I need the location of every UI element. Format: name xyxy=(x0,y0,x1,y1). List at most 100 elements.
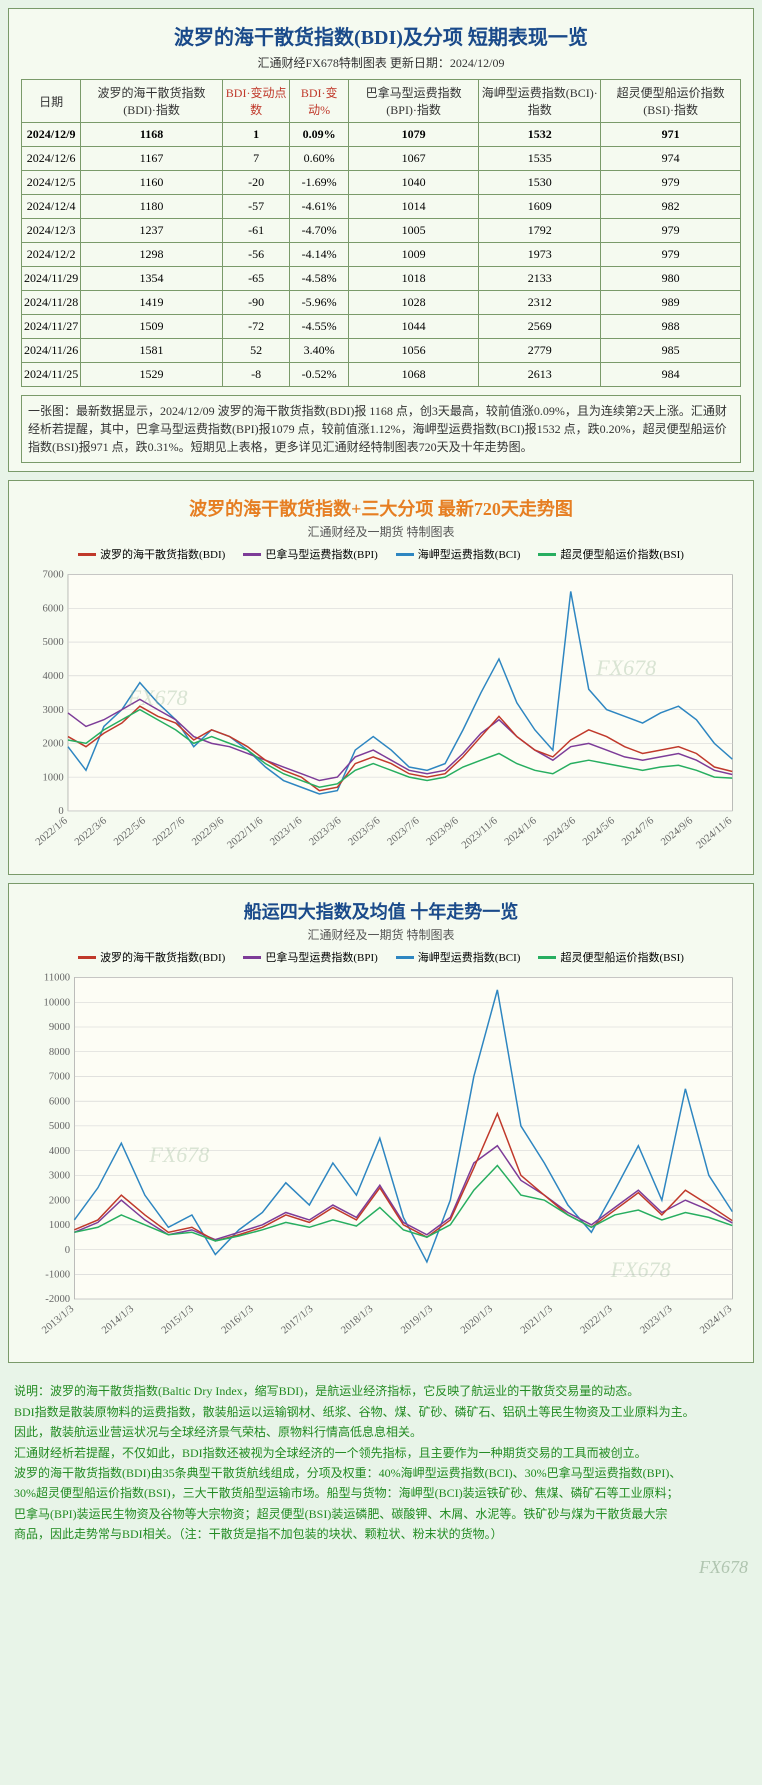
table-cell: 1005 xyxy=(349,219,479,243)
table-row: 2024/11/261581523.40%10562779985 xyxy=(22,339,741,363)
svg-text:6000: 6000 xyxy=(42,603,63,614)
table-cell: 971 xyxy=(601,123,741,147)
svg-text:2019/1/3: 2019/1/3 xyxy=(399,1304,435,1337)
chart-10y-panel: 船运四大指数及均值 十年走势一览 汇通财经及一期货 特制图表 波罗的海干散货指数… xyxy=(8,883,754,1363)
table-cell: -4.61% xyxy=(290,195,349,219)
legend-swatch-icon xyxy=(538,956,556,959)
table-cell: -4.58% xyxy=(290,267,349,291)
svg-text:2022/1/3: 2022/1/3 xyxy=(579,1304,615,1337)
table-col-header: BDI·变动点数 xyxy=(222,80,289,123)
legend-swatch-icon xyxy=(78,553,96,556)
table-cell: -4.14% xyxy=(290,243,349,267)
legend-label: 海岬型运费指数(BCI) xyxy=(418,546,521,562)
table-cell: -20 xyxy=(222,171,289,195)
table-row: 2024/12/6116770.60%10671535974 xyxy=(22,147,741,171)
table-cell: 1040 xyxy=(349,171,479,195)
explanation-line: 汇通财经析若提醒，不仅如此，BDI指数还被视为全球经济的一个领先指标，且主要作为… xyxy=(14,1443,748,1463)
svg-text:2023/11/6: 2023/11/6 xyxy=(460,815,500,851)
table-cell: 1067 xyxy=(349,147,479,171)
explanation-line: 因此，散装航运业营运状况与全球经济景气荣枯、原物料行情高低息息相关。 xyxy=(14,1422,748,1442)
table-row: 2024/12/9116810.09%10791532971 xyxy=(22,123,741,147)
table-cell: 2779 xyxy=(479,339,601,363)
table-col-header: 日期 xyxy=(22,80,81,123)
table-body: 2024/12/9116810.09%107915329712024/12/61… xyxy=(22,123,741,387)
table-cell: -57 xyxy=(222,195,289,219)
svg-text:2016/1/3: 2016/1/3 xyxy=(220,1304,256,1337)
table-cell: 1009 xyxy=(349,243,479,267)
explanation-line: 巴拿马(BPI)装运民生物资及谷物等大宗物资；超灵便型(BSI)装运磷肥、碳酸钾… xyxy=(14,1504,748,1524)
svg-text:0: 0 xyxy=(58,806,63,817)
chart720-legend: 波罗的海干散货指数(BDI) 巴拿马型运费指数(BPI) 海岬型运费指数(BCI) 超… xyxy=(19,546,743,562)
table-cell: 0.09% xyxy=(290,123,349,147)
svg-text:-2000: -2000 xyxy=(45,1294,70,1305)
svg-text:2024/11/6: 2024/11/6 xyxy=(694,815,734,851)
table-col-header: 超灵便型船运价指数(BSI)·指数 xyxy=(601,80,741,123)
legend-item: 海岬型运费指数(BCI) xyxy=(396,949,521,965)
table-cell: 1044 xyxy=(349,315,479,339)
table-cell: 2024/12/3 xyxy=(22,219,81,243)
table-cell: -72 xyxy=(222,315,289,339)
table-cell: 1581 xyxy=(81,339,223,363)
table-row: 2024/11/271509-72-4.55%10442569988 xyxy=(22,315,741,339)
svg-text:3000: 3000 xyxy=(42,705,63,716)
svg-text:5000: 5000 xyxy=(42,637,63,648)
table-cell: 1419 xyxy=(81,291,223,315)
legend-label: 波罗的海干散货指数(BDI) xyxy=(100,949,225,965)
table-cell: 2312 xyxy=(479,291,601,315)
table-col-header: 海岬型运费指数(BCI)·指数 xyxy=(479,80,601,123)
bdi-data-table: 日期波罗的海干散货指数(BDI)·指数BDI·变动点数BDI·变动%巴拿马型运费… xyxy=(21,79,741,387)
svg-text:1000: 1000 xyxy=(42,772,63,783)
table-cell: -5.96% xyxy=(290,291,349,315)
table-cell: 2024/12/5 xyxy=(22,171,81,195)
table-row: 2024/12/21298-56-4.14%10091973979 xyxy=(22,243,741,267)
legend-swatch-icon xyxy=(396,553,414,556)
table-cell: 2569 xyxy=(479,315,601,339)
explanation-line: 波罗的海干散货指数(BDI)由35条典型干散货航线组成，分项及权重：40%海岬型… xyxy=(14,1463,748,1483)
explanation-line: 说明：波罗的海干散货指数(Baltic Dry Index，缩写BDI)，是航运… xyxy=(14,1381,748,1401)
legend-label: 超灵便型船运价指数(BSI) xyxy=(560,546,683,562)
table-cell: 1237 xyxy=(81,219,223,243)
svg-text:2021/1/3: 2021/1/3 xyxy=(519,1304,555,1337)
table-cell: 985 xyxy=(601,339,741,363)
table-cell: -0.52% xyxy=(290,363,349,387)
svg-text:2022/7/6: 2022/7/6 xyxy=(151,815,187,848)
svg-text:2023/7/6: 2023/7/6 xyxy=(386,815,422,848)
svg-text:2015/1/3: 2015/1/3 xyxy=(160,1304,196,1337)
table-cell: 1056 xyxy=(349,339,479,363)
table-cell: 2024/12/4 xyxy=(22,195,81,219)
table-cell: 1180 xyxy=(81,195,223,219)
svg-text:6000: 6000 xyxy=(49,1096,70,1107)
table-cell: 1014 xyxy=(349,195,479,219)
table-cell: 1167 xyxy=(81,147,223,171)
legend-label: 巴拿马型运费指数(BPI) xyxy=(265,949,377,965)
table-cell: -4.70% xyxy=(290,219,349,243)
table-cell: 979 xyxy=(601,243,741,267)
table-cell: 1168 xyxy=(81,123,223,147)
table-cell: 1079 xyxy=(349,123,479,147)
svg-text:4000: 4000 xyxy=(42,671,63,682)
svg-text:2023/1/3: 2023/1/3 xyxy=(638,1304,674,1337)
table-footnote: 一张图：最新数据显示，2024/12/09 波罗的海干散货指数(BDI)报 11… xyxy=(21,395,741,463)
table-cell: 1535 xyxy=(479,147,601,171)
legend-item: 超灵便型船运价指数(BSI) xyxy=(538,949,683,965)
svg-text:7000: 7000 xyxy=(49,1072,70,1083)
legend-label: 海岬型运费指数(BCI) xyxy=(418,949,521,965)
legend-item: 波罗的海干散货指数(BDI) xyxy=(78,546,225,562)
svg-text:2024/3/6: 2024/3/6 xyxy=(542,815,578,848)
table-cell: 3.40% xyxy=(290,339,349,363)
table-row: 2024/11/291354-65-4.58%10182133980 xyxy=(22,267,741,291)
svg-text:2022/5/6: 2022/5/6 xyxy=(112,815,148,848)
explanation-line: BDI指数是散装原物料的运费指数，散装船运以运输钢材、纸浆、谷物、煤、矿砂、磷矿… xyxy=(14,1402,748,1422)
table-cell: 974 xyxy=(601,147,741,171)
table-row: 2024/11/251529-8-0.52%10682613984 xyxy=(22,363,741,387)
legend-swatch-icon xyxy=(538,553,556,556)
legend-swatch-icon xyxy=(243,553,261,556)
table-cell: 980 xyxy=(601,267,741,291)
svg-text:2023/9/6: 2023/9/6 xyxy=(425,815,461,848)
legend-item: 巴拿马型运费指数(BPI) xyxy=(243,546,377,562)
svg-text:2020/1/3: 2020/1/3 xyxy=(459,1304,495,1337)
svg-text:5000: 5000 xyxy=(49,1121,70,1132)
legend-swatch-icon xyxy=(243,956,261,959)
legend-label: 巴拿马型运费指数(BPI) xyxy=(265,546,377,562)
table-cell: 2024/11/25 xyxy=(22,363,81,387)
